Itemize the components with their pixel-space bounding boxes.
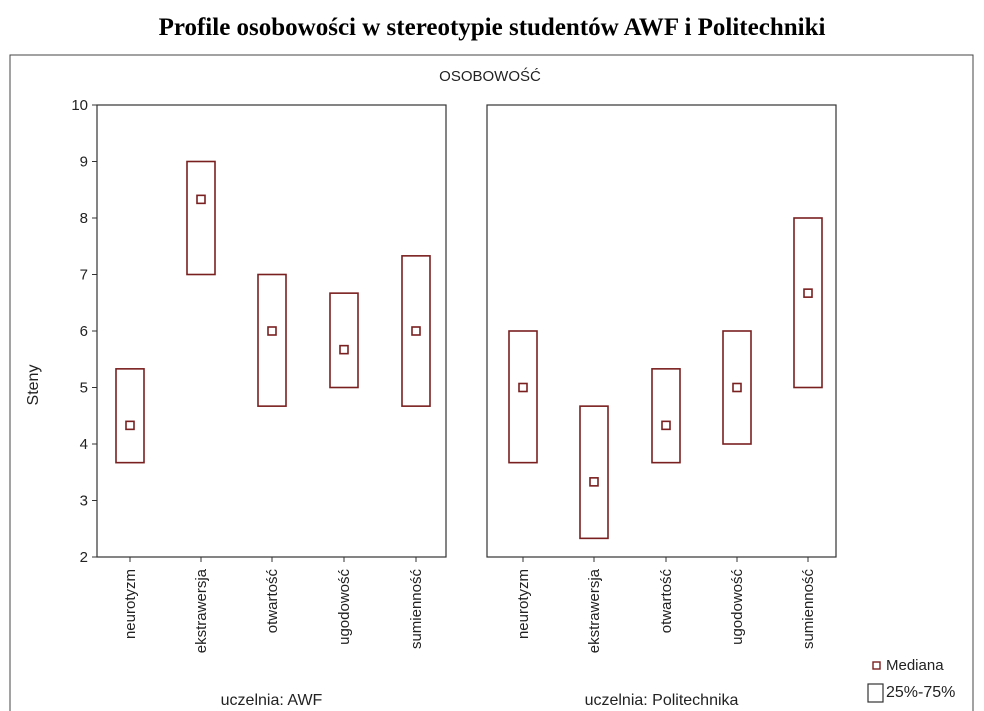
y-tick-label: 4 [80, 436, 88, 453]
median-marker [267, 326, 277, 336]
x-tick-label: sumienność [408, 569, 425, 650]
legend-label-iqr: 25%-75% [886, 684, 955, 701]
iqr-box [722, 330, 752, 445]
x-tick-label: ugodowość [336, 569, 353, 645]
panel-label: uczelnia: AWF [221, 692, 323, 709]
median-marker [589, 477, 599, 487]
y-tick-label: 5 [80, 380, 88, 397]
iqr-box [115, 368, 145, 464]
x-tick-label: otwartość [264, 569, 281, 634]
legend-median-marker [872, 661, 881, 670]
plot-layer: 2 3 4 5 6 7 8 9 10 neurotyzm ekstrawersja otwartość… [71, 97, 955, 709]
iqr-box [579, 405, 609, 540]
median-marker [411, 326, 421, 336]
legend-label-median: Mediana [886, 657, 944, 674]
x-tick-label: ekstrawersja [586, 568, 603, 653]
legend-box-marker [867, 683, 884, 703]
median-marker [196, 194, 206, 205]
y-tick-label: 10 [71, 97, 88, 114]
x-tick-label: neurotyzm [122, 569, 139, 639]
y-tick-label: 9 [80, 154, 88, 171]
outer-frame [9, 54, 974, 711]
median-marker [518, 382, 528, 393]
iqr-box [401, 255, 431, 407]
median-marker [803, 288, 813, 298]
y-tick-label: 8 [80, 210, 88, 227]
y-axis-label: Steny [25, 365, 42, 406]
chart-title: Profile osobowości w stereotypie student… [158, 14, 826, 41]
y-tick-label: 7 [80, 267, 88, 284]
iqr-box [329, 292, 359, 389]
panel-frame [486, 104, 837, 558]
chart-subtitle: OSOBOWOŚĆ [439, 67, 541, 85]
y-tick-label: 6 [80, 323, 88, 340]
median-marker [125, 420, 135, 431]
iqr-box [508, 330, 538, 464]
y-tick-label: 2 [80, 549, 88, 566]
x-tick-label: neurotyzm [515, 569, 532, 639]
median-marker [339, 344, 349, 355]
iqr-box [651, 368, 681, 464]
iqr-box [186, 160, 216, 276]
x-tick-label: ekstrawersja [193, 568, 210, 653]
iqr-box [257, 273, 287, 407]
iqr-box [793, 217, 823, 389]
median-marker [732, 382, 742, 393]
x-tick-label: sumienność [800, 569, 817, 650]
x-tick-label: otwartość [658, 569, 675, 634]
y-tick-label: 3 [80, 493, 88, 510]
panel-label: uczelnia: Politechnika [585, 692, 739, 709]
median-marker [661, 420, 671, 431]
x-tick-label: ugodowość [729, 569, 746, 645]
